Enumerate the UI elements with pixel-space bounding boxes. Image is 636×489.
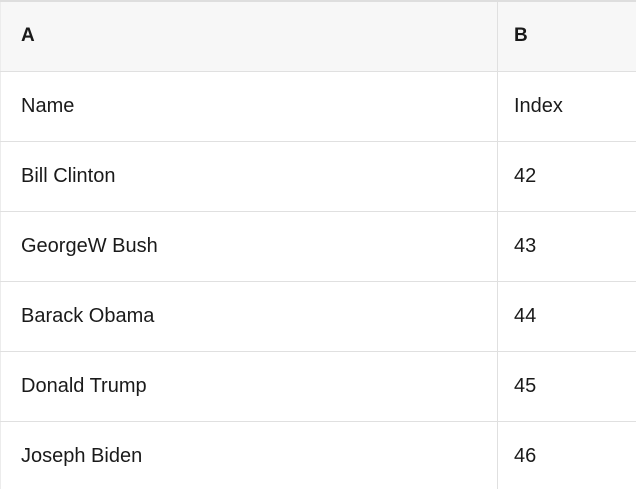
table-row-field-labels: Name Index <box>0 71 636 142</box>
cell-index[interactable]: 44 <box>497 281 636 352</box>
cell-name[interactable]: Donald Trump <box>0 351 498 422</box>
table-row: Bill Clinton 42 <box>0 141 636 212</box>
cell-name[interactable]: Joseph Biden <box>21 444 143 467</box>
cell-index-header[interactable]: Index <box>497 71 636 142</box>
cell-name[interactable]: Bill Clinton <box>0 141 498 212</box>
cell-index[interactable]: 45 <box>497 351 636 422</box>
table-row: Barack Obama 44 <box>0 281 636 352</box>
column-header-a[interactable]: A <box>0 1 498 72</box>
cell-index[interactable]: 46 <box>497 421 636 489</box>
table-row: Joseph Biden 46 <box>1 421 636 489</box>
table-row: GeorgeW Bush 43 <box>0 211 636 282</box>
cell-index[interactable]: 43 <box>497 211 636 282</box>
table-row: Donald Trump 45 <box>0 351 636 422</box>
column-header-b[interactable]: B <box>497 1 636 72</box>
cell-name[interactable]: GeorgeW Bush <box>0 211 498 282</box>
cell-name-header[interactable]: Name <box>0 71 498 142</box>
cell-name[interactable]: Barack Obama <box>0 281 498 352</box>
cell-index[interactable]: 42 <box>497 141 636 212</box>
column-header-row: A B <box>0 1 636 72</box>
